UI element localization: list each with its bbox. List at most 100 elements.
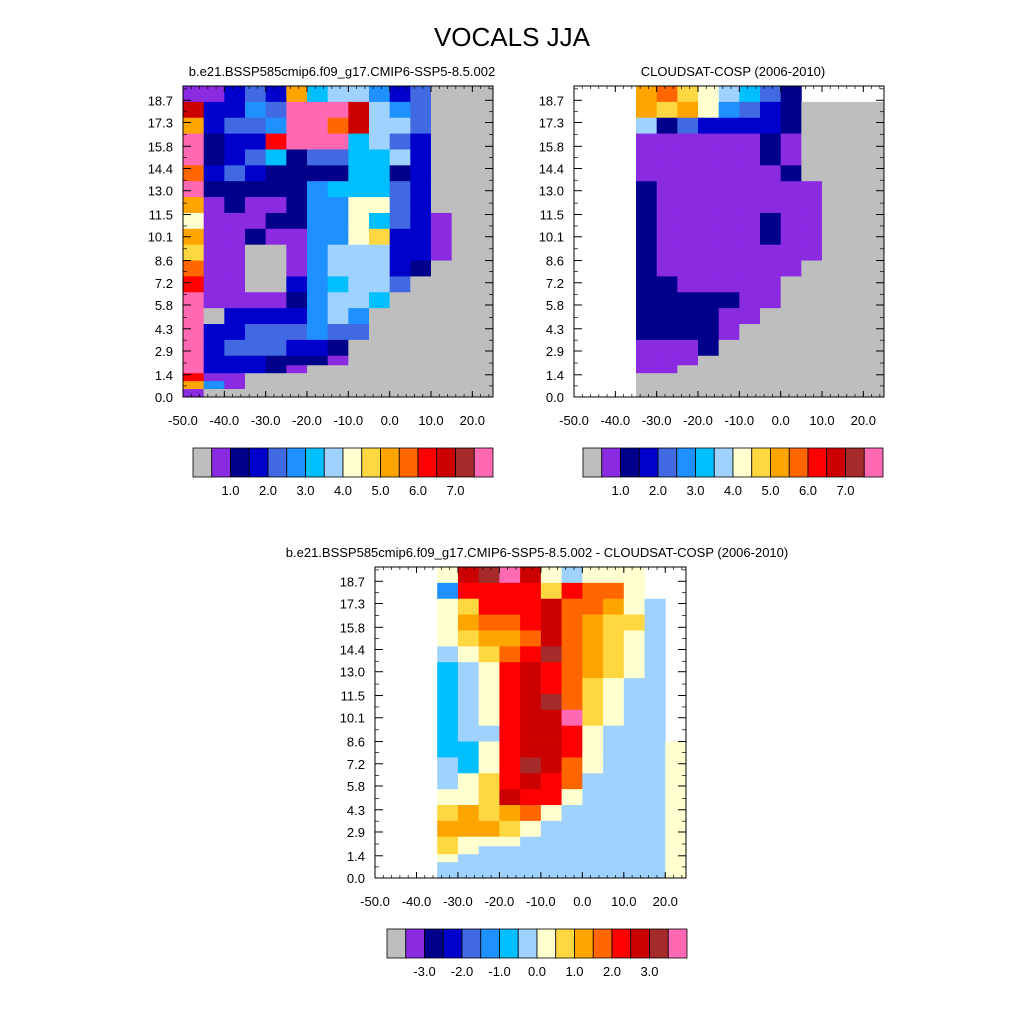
heatmap-cell: [457, 678, 480, 695]
colorbar-swatch: [863, 447, 884, 478]
heatmap-cell: [183, 165, 205, 182]
heatmap-cell: [265, 355, 287, 366]
heatmap-cell: [348, 389, 370, 398]
heatmap-cell: [265, 373, 287, 382]
heatmap-cell: [822, 373, 844, 382]
heatmap-cell: [718, 339, 740, 357]
heatmap-cell: [582, 820, 604, 838]
colorbar-swatch: [649, 928, 669, 959]
heatmap-cell: [286, 389, 308, 398]
y-axis: 0.0 1.4 2.9 4.3 5.8 7.2 8.6 10.1 11.5 13.0 14.4 15.…: [148, 88, 493, 405]
heatmap-cell: [224, 308, 246, 325]
heatmap-cell: [499, 870, 521, 879]
heatmap-cell: [863, 181, 885, 198]
heatmap-cell: [348, 197, 370, 214]
heatmap-cell: [478, 662, 500, 679]
heatmap-cell: [286, 339, 308, 357]
heatmap-cell: [520, 757, 542, 774]
heatmap-cell: [603, 741, 625, 758]
heatmap-cell: [644, 805, 666, 822]
heatmap-cell: [822, 212, 844, 230]
heatmap-cell: [307, 197, 329, 214]
heatmap-cell: [431, 389, 453, 398]
heatmap-cell: [698, 181, 720, 198]
heatmap-cell: [478, 582, 500, 600]
heatmap-cell: [540, 567, 562, 584]
heatmap-cell: [780, 244, 802, 261]
heatmap-cell: [472, 212, 494, 230]
heatmap-cell: [801, 308, 823, 325]
heatmap-cell: [822, 244, 844, 261]
heatmap-cell: [520, 598, 542, 615]
heatmap-cell: [760, 86, 782, 103]
colorbar-swatch: [732, 447, 753, 478]
colorbar-swatch: [398, 447, 419, 478]
y-tick-label: 18.7: [340, 574, 365, 589]
heatmap-cell: [739, 381, 761, 390]
heatmap-cell: [863, 276, 885, 293]
heatmap-cell: [842, 165, 864, 182]
heatmap-cell: [437, 598, 459, 615]
heatmap-cell: [183, 365, 205, 374]
heatmap-cell: [183, 86, 205, 103]
heatmap-cell: [582, 773, 604, 790]
heatmap-cell: [760, 381, 782, 390]
heatmap-cell: [863, 244, 885, 261]
heatmap-cell: [431, 117, 453, 134]
heatmap-cell: [540, 870, 562, 879]
heatmap-cell: [457, 757, 480, 774]
heatmap-cell: [224, 373, 246, 382]
y-tick-label: 7.2: [347, 757, 365, 772]
heatmap-cell: [183, 228, 205, 246]
heatmap-cell: [520, 846, 542, 855]
heatmap-cell: [389, 212, 411, 230]
heatmap-cell: [739, 197, 761, 214]
heatmap-cell: [265, 86, 287, 103]
heatmap-cell: [863, 389, 885, 398]
heatmap-cells: [437, 567, 687, 879]
heatmap-cell: [656, 324, 678, 341]
heatmap-cell: [656, 212, 678, 230]
heatmap-cell: [636, 260, 658, 277]
heatmap-cell: [457, 598, 480, 615]
heatmap-cell: [842, 381, 864, 390]
heatmap-cell: [224, 117, 246, 134]
heatmap-cell: [431, 276, 453, 293]
heatmap-cell: [561, 870, 583, 879]
heatmap-cell: [245, 355, 267, 366]
heatmap-cell: [718, 292, 740, 309]
heatmap-cell: [431, 365, 453, 374]
y-tick-label: 17.3: [340, 596, 365, 611]
heatmap-cell: [540, 846, 562, 855]
heatmap-cell: [265, 101, 287, 119]
heatmap-cell: [636, 212, 658, 230]
panel-difference: -50.0 -40.0 -30.0 -20.0 -10.0 0.0 10.0 20.0 0.0 1…: [340, 566, 687, 909]
heatmap-cell: [718, 381, 740, 390]
heatmap-cell: [520, 678, 542, 695]
heatmap-cell: [540, 662, 562, 679]
heatmap-cell: [623, 662, 645, 679]
y-tick-label: 10.1: [340, 711, 365, 726]
heatmap-cell: [499, 805, 521, 822]
heatmap-cell: [224, 292, 246, 309]
colorbar-label: -2.0: [451, 964, 473, 979]
heatmap-cell: [842, 149, 864, 166]
heatmap-cell: [286, 197, 308, 214]
heatmap-cell: [636, 133, 658, 150]
heatmap-cell: [369, 339, 391, 357]
heatmap-cell: [389, 101, 411, 119]
heatmap-cell: [286, 228, 308, 246]
y-tick-label: 15.8: [539, 139, 564, 154]
heatmap-cell: [307, 292, 329, 309]
x-tick-label: 20.0: [851, 413, 876, 428]
heatmap-cell: [203, 381, 225, 390]
heatmap-cell: [540, 582, 562, 600]
heatmap-cell: [582, 693, 604, 711]
heatmap-cell: [327, 212, 349, 230]
heatmap-cell: [718, 212, 740, 230]
heatmap-cell: [760, 244, 782, 261]
heatmap-cell: [224, 181, 246, 198]
x-tick-label: -40.0: [402, 894, 432, 909]
colorbar-swatch: [417, 447, 438, 478]
heatmap-cell: [656, 149, 678, 166]
